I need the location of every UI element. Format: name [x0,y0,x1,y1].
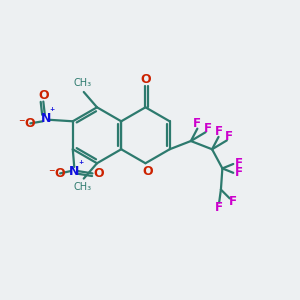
Text: CH₃: CH₃ [73,182,91,192]
Text: F: F [235,166,243,179]
Text: O: O [38,88,49,102]
Text: O: O [54,167,65,180]
Text: F: F [214,125,223,138]
Text: ⁺: ⁺ [50,107,55,118]
Text: F: F [204,122,212,135]
Text: ⁻: ⁻ [19,117,25,130]
Text: CH₃: CH₃ [73,78,91,88]
Text: O: O [94,167,104,180]
Text: O: O [24,117,34,130]
Text: F: F [214,201,223,214]
Text: ⁺: ⁺ [78,160,83,170]
Text: ⁻: ⁻ [49,167,55,180]
Text: N: N [41,112,52,125]
Text: O: O [140,73,151,86]
Text: F: F [225,130,233,143]
Text: F: F [235,158,243,170]
Text: F: F [194,117,201,130]
Text: O: O [142,165,153,178]
Text: F: F [229,196,237,208]
Text: N: N [69,165,80,178]
